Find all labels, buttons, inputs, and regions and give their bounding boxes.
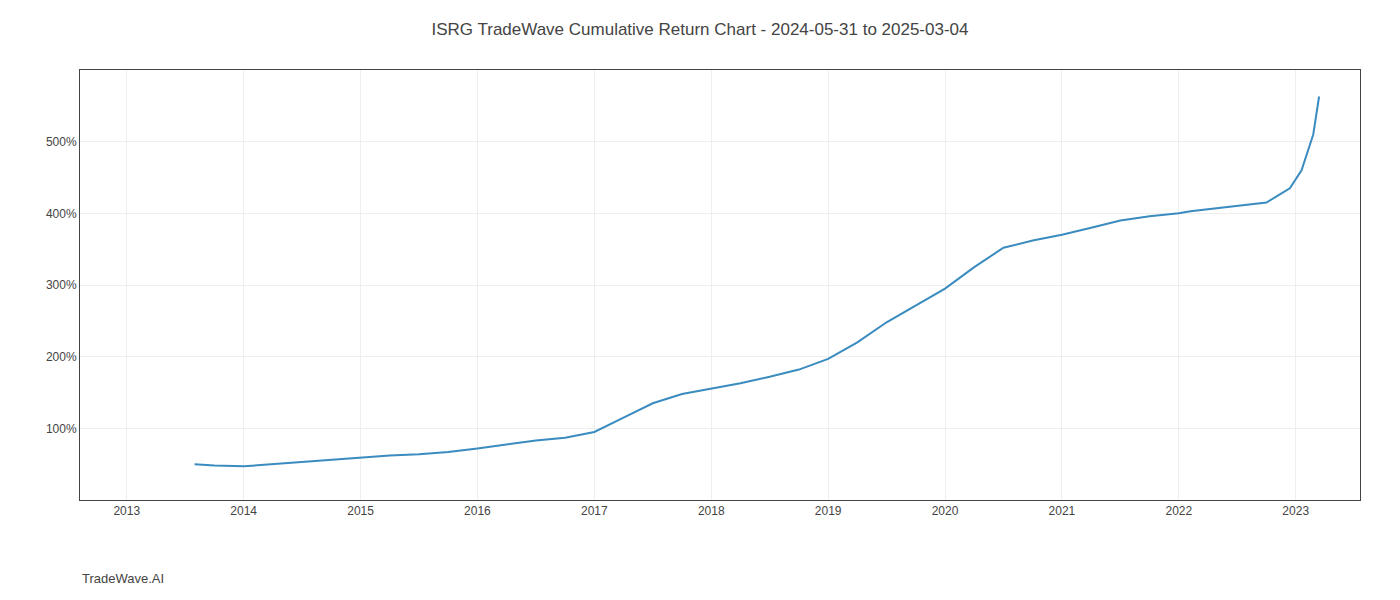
svg-text:2014: 2014 <box>230 504 257 518</box>
svg-text:2023: 2023 <box>1282 504 1309 518</box>
svg-text:300%: 300% <box>46 278 77 292</box>
svg-text:2018: 2018 <box>698 504 725 518</box>
svg-text:2017: 2017 <box>581 504 608 518</box>
svg-text:2021: 2021 <box>1049 504 1076 518</box>
svg-text:TradeWave.AI: TradeWave.AI <box>82 571 164 586</box>
svg-text:2015: 2015 <box>347 504 374 518</box>
svg-text:2020: 2020 <box>932 504 959 518</box>
svg-text:ISRG TradeWave Cumulative Retu: ISRG TradeWave Cumulative Return Chart -… <box>431 20 968 39</box>
svg-text:2022: 2022 <box>1165 504 1192 518</box>
svg-text:400%: 400% <box>46 207 77 221</box>
svg-text:2013: 2013 <box>113 504 140 518</box>
svg-text:100%: 100% <box>46 422 77 436</box>
svg-text:2016: 2016 <box>464 504 491 518</box>
svg-text:500%: 500% <box>46 135 77 149</box>
svg-text:200%: 200% <box>46 350 77 364</box>
svg-text:2019: 2019 <box>815 504 842 518</box>
